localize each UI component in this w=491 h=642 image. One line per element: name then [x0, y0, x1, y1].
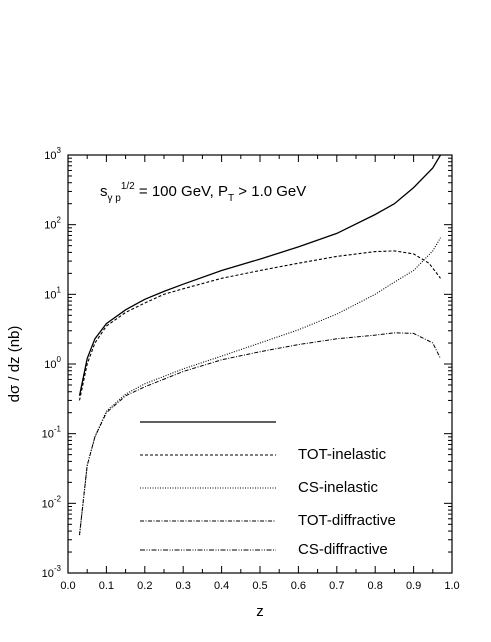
x-tick-label: 0.7 [329, 580, 344, 592]
series-line-0 [78, 154, 442, 396]
series-line-3 [79, 332, 441, 536]
y-tick-label: 10-1 [42, 425, 62, 441]
plot-frame [67, 154, 453, 574]
series-line-1 [78, 250, 441, 401]
legend-label-0: TOT-inelastic [298, 446, 387, 463]
x-axis-title: z [256, 603, 264, 620]
y-axis-title: dσ / dz (nb) [6, 326, 23, 403]
x-tick-label: 0.0 [60, 580, 75, 592]
x-tick-label: 0.1 [99, 580, 114, 592]
chart-annotation: sγ p1/2 = 100 GeV, PT > 1.0 GeV [100, 181, 306, 204]
y-tick-label: 102 [44, 216, 61, 232]
x-tick-label: 0.6 [291, 580, 306, 592]
series-line-2 [78, 237, 441, 536]
legend-label-2: TOT-diffractive [298, 512, 396, 529]
x-tick-label: 0.4 [214, 580, 229, 592]
series-lines [78, 154, 442, 536]
y-tick-label: 101 [44, 285, 61, 301]
axis-ticks: 0.0 0.1 0.2 0.3 0.4 0.5 0.6 0.7 0.8 0.9 1.0 10-3 10-… [42, 146, 460, 592]
y-tick-label: 10-3 [42, 564, 62, 580]
y-tick-label: 100 [44, 355, 61, 371]
x-tick-label: 0.9 [406, 580, 421, 592]
y-tick-label: 10-2 [42, 494, 62, 510]
legend-label-3: CS-diffractive [298, 541, 388, 558]
x-tick-label: 0.2 [137, 580, 152, 592]
y-tick-label: 103 [44, 146, 61, 162]
x-tick-label: 0.3 [176, 580, 191, 592]
x-tick-label: 0.5 [252, 580, 267, 592]
x-tick-label: 1.0 [444, 580, 459, 592]
x-tick-label: 0.8 [368, 580, 383, 592]
legend-label-1: CS-inelastic [298, 479, 379, 496]
legend: TOT-inelastic CS-inelastic TOT-diffractive… [140, 421, 396, 558]
